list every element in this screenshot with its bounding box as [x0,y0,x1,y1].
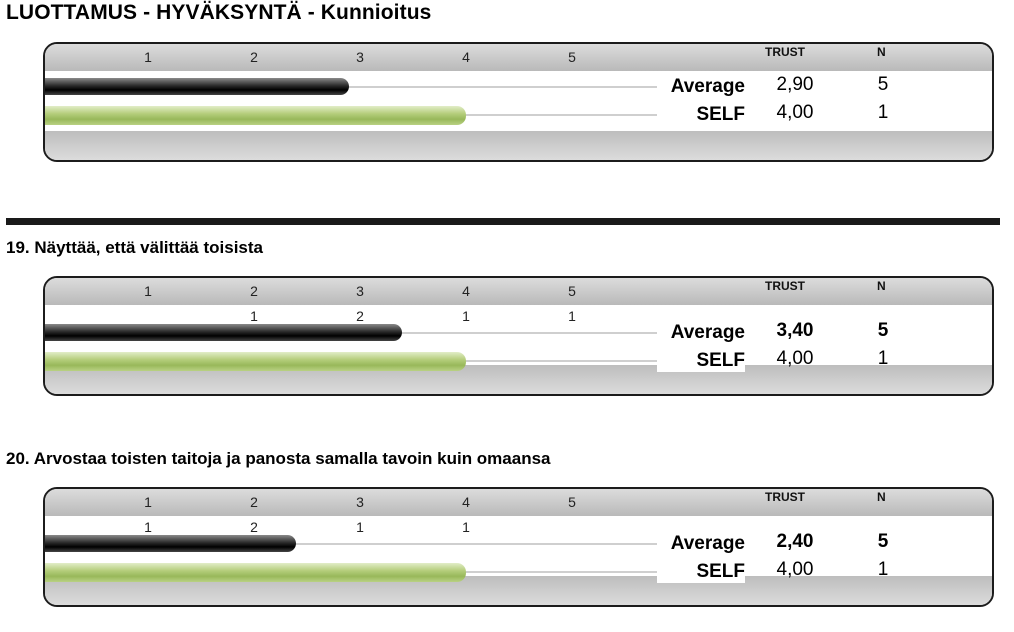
trust-value: 4,00 [776,102,814,123]
scale-band [45,44,992,71]
distribution-count: 1 [462,519,470,535]
series-label: SELF [657,350,745,372]
n-column-header: N [877,45,886,59]
trust-column-header: TRUST [765,45,805,59]
distribution-count: 1 [462,308,470,324]
trust-value: 2,40 [776,531,814,552]
page-title: LUOTTAMUS - HYVÄKSYNTÄ - Kunnioitus [6,1,432,24]
n-value: 1 [877,102,889,123]
self-bar [45,563,466,582]
scale-tick-label: 4 [462,283,470,299]
series-label: Average [657,76,745,98]
trust-column-header: TRUST [765,490,805,504]
n-value: 5 [877,320,889,341]
distribution-count: 1 [144,519,152,535]
series-label: Average [657,533,745,555]
series-label: SELF [657,561,745,583]
trust-value: 2,90 [776,74,814,95]
chart-panel-question-19: 1 2 3 4 5 TRUST N 1 2 1 1 Average 3,40 5 SELF 4,00 1 [43,276,994,396]
n-column-header: N [877,490,886,504]
trust-value: 4,00 [776,559,814,580]
scale-tick-label: 5 [568,283,576,299]
n-value: 1 [877,348,889,369]
scale-tick-label: 3 [356,494,364,510]
scale-tick-label: 4 [462,49,470,65]
distribution-count: 1 [568,308,576,324]
section-divider [6,218,1000,225]
question-20-title: 20. Arvostaa toisten taitoja ja panosta … [6,449,551,468]
scale-tick-label: 3 [356,283,364,299]
bar-track [45,86,685,88]
scale-tick-label: 1 [144,494,152,510]
self-bar [45,352,466,371]
n-value: 5 [877,531,889,552]
scale-tick-label: 1 [144,49,152,65]
distribution-count: 2 [250,519,258,535]
n-column-header: N [877,279,886,293]
average-bar [45,78,350,95]
scale-tick-label: 3 [356,49,364,65]
question-19-title: 19. Näyttää, että välittää toisista [6,238,264,257]
footer-band [45,131,992,160]
series-label: Average [657,322,745,344]
self-bar [45,106,466,125]
average-bar [45,535,297,552]
chart-panel-summary: 1 2 3 4 5 TRUST N Average 2,90 5 SELF 4,00 1 [43,42,994,162]
n-value: 1 [877,559,889,580]
trust-value: 4,00 [776,348,814,369]
scale-tick-label: 2 [250,49,258,65]
distribution-count: 1 [250,308,258,324]
scale-tick-label: 4 [462,494,470,510]
scale-tick-label: 5 [568,49,576,65]
series-label: SELF [657,104,745,126]
trust-column-header: TRUST [765,279,805,293]
n-value: 5 [877,74,889,95]
distribution-count: 1 [356,519,364,535]
scale-band [45,278,992,305]
scale-tick-label: 2 [250,494,258,510]
bar-track [45,543,685,545]
scale-tick-label: 2 [250,283,258,299]
chart-panel-question-20: 1 2 3 4 5 TRUST N 1 2 1 1 Average 2,40 5 SELF 4,00 1 [43,487,994,607]
trust-value: 3,40 [776,320,814,341]
scale-tick-label: 1 [144,283,152,299]
average-bar [45,324,403,341]
scale-band [45,489,992,516]
scale-tick-label: 5 [568,494,576,510]
distribution-count: 2 [356,308,364,324]
